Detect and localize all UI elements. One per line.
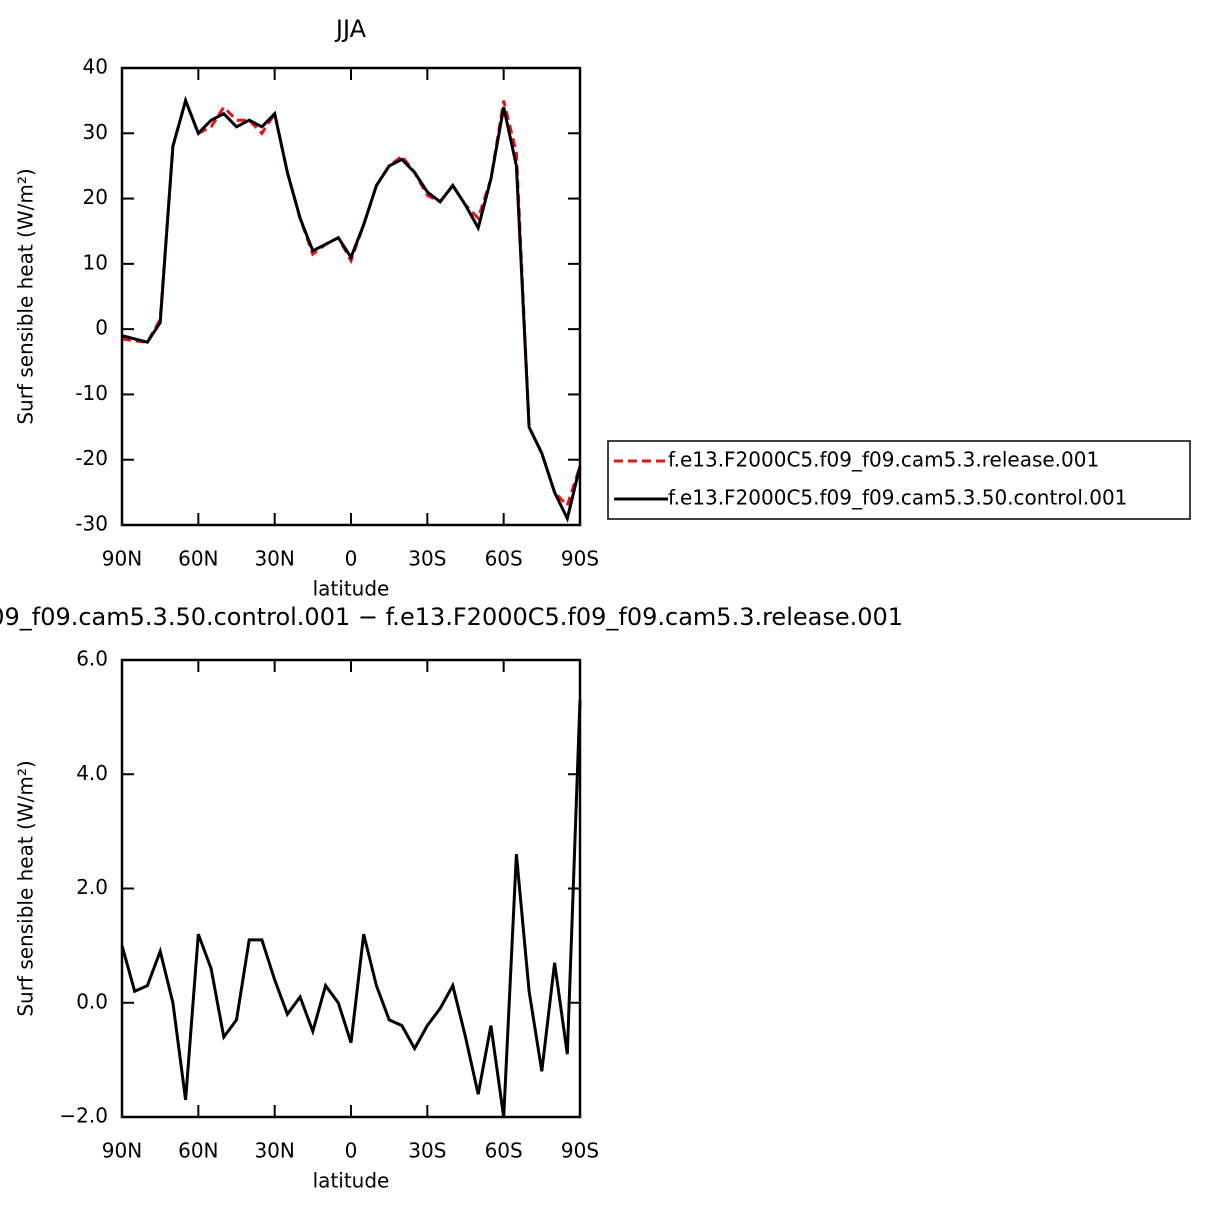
- plot-frame: [120, 658, 582, 1119]
- y-tick-label: 0.0: [76, 989, 108, 1013]
- x-axis-label: latitude: [313, 577, 390, 601]
- x-tick-label: 30S: [408, 1139, 446, 1163]
- x-axis-label: latitude: [313, 1169, 390, 1193]
- legend-label: f.e13.F2000C5.f09_f09.cam5.3.release.001: [668, 448, 1099, 472]
- y-tick-label: 6.0: [76, 647, 108, 671]
- y-tick-label: 4.0: [76, 761, 108, 785]
- x-tick-label: 30S: [408, 547, 446, 571]
- y-tick-label: 30: [83, 120, 108, 144]
- y-tick-label: 2.0: [76, 875, 108, 899]
- x-tick-label: 0: [345, 547, 358, 571]
- x-tick-label: 60S: [485, 1139, 523, 1163]
- data-line: [121, 95, 582, 509]
- y-tick-label: -30: [75, 512, 108, 536]
- y-tick-label: 10: [83, 250, 108, 274]
- legend-box: [607, 440, 1191, 520]
- legend-label: f.e13.F2000C5.f09_f09.cam5.3.50.control.…: [668, 486, 1127, 510]
- x-tick-label: 60S: [485, 547, 523, 571]
- y-axis-label: Surf sensible heat (W/m²): [14, 168, 38, 424]
- y-tick-label: 20: [83, 185, 108, 209]
- x-tick-label: 90N: [102, 1139, 142, 1163]
- y-tick-label: 40: [83, 55, 108, 79]
- x-tick-label: 0: [345, 1139, 358, 1163]
- y-tick-label: −2.0: [59, 1104, 108, 1128]
- data-line: [120, 699, 582, 1118]
- x-tick-label: 90S: [561, 1139, 599, 1163]
- y-tick-label: -10: [75, 381, 108, 405]
- y-tick-label: -20: [75, 446, 108, 470]
- y-tick-label: 0: [95, 316, 108, 340]
- y-axis-label: Surf sensible heat (W/m²): [14, 760, 38, 1016]
- x-tick-label: 90S: [561, 547, 599, 571]
- data-line: [121, 95, 582, 523]
- x-tick-label: 90N: [102, 547, 142, 571]
- chart-title: f.e13.F2000C5.f09_f09.cam5.3.50.control.…: [0, 603, 903, 631]
- x-tick-label: 30N: [254, 547, 294, 571]
- plot-frame: [120, 66, 582, 527]
- x-tick-label: 30N: [254, 1139, 294, 1163]
- x-tick-label: 60N: [178, 547, 218, 571]
- chart-title: JJA: [334, 15, 367, 43]
- x-tick-label: 60N: [178, 1139, 218, 1163]
